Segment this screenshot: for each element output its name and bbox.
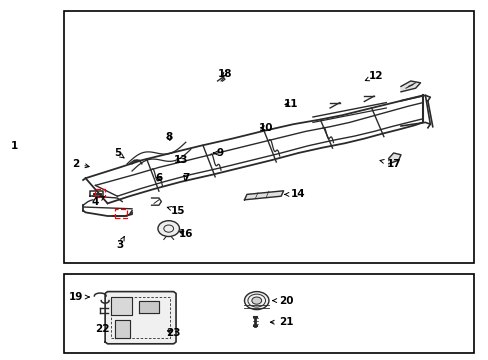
Text: 20: 20 [272, 296, 293, 306]
Text: 19: 19 [68, 292, 89, 302]
Text: 18: 18 [217, 69, 232, 79]
Text: 5: 5 [114, 148, 124, 158]
Text: 22: 22 [95, 324, 110, 334]
Circle shape [244, 292, 268, 310]
Bar [63, 274, 473, 353]
Text: 15: 15 [167, 206, 185, 216]
Text: 2: 2 [72, 159, 89, 169]
Text: 23: 23 [166, 328, 181, 338]
Circle shape [158, 221, 179, 237]
Circle shape [251, 297, 261, 304]
Polygon shape [115, 320, 129, 338]
Text: 17: 17 [379, 159, 400, 169]
Polygon shape [105, 292, 176, 344]
Text: 12: 12 [365, 71, 383, 81]
Text: 9: 9 [213, 148, 223, 158]
Polygon shape [388, 153, 400, 164]
Text: 8: 8 [165, 132, 172, 142]
Bar [63, 11, 473, 263]
Text: 14: 14 [285, 189, 305, 199]
Text: 3: 3 [116, 237, 124, 250]
Text: 6: 6 [155, 173, 162, 183]
Text: 7: 7 [182, 173, 189, 183]
Text: 10: 10 [259, 123, 273, 133]
Text: 4: 4 [91, 197, 104, 207]
Polygon shape [139, 301, 159, 313]
Text: 1: 1 [11, 141, 18, 151]
Text: 16: 16 [178, 229, 193, 239]
Polygon shape [244, 191, 283, 200]
Polygon shape [111, 297, 132, 315]
Text: 13: 13 [173, 155, 188, 165]
Polygon shape [400, 81, 420, 92]
Text: 21: 21 [270, 317, 293, 327]
Text: 11: 11 [283, 99, 298, 109]
